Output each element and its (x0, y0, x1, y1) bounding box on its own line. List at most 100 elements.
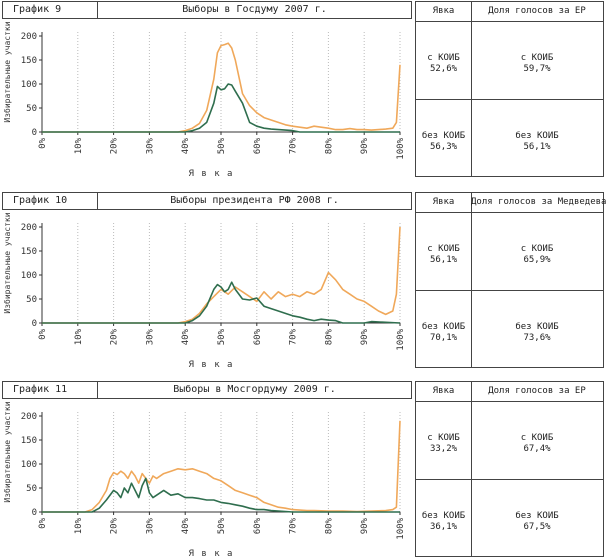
series-line-orange (42, 42, 401, 133)
x-tick-label: 10% (74, 517, 84, 534)
series-line-orange (42, 226, 401, 324)
x-tick-label: 80% (324, 328, 334, 345)
y-tick-label: 50 (26, 295, 37, 305)
cell-label: с КОИБ (427, 244, 460, 254)
x-tick-label: 20% (110, 517, 120, 534)
cell-value: 56,3% (429, 142, 458, 152)
table-divider (471, 401, 472, 556)
x-tick-label: 20% (110, 328, 120, 345)
x-tick-label: 90% (360, 517, 370, 534)
x-tick-label: 50% (217, 328, 227, 345)
x-tick-label: 40% (181, 328, 191, 345)
cell-label: с КОИБ (520, 244, 554, 254)
x-tick-label: 90% (360, 137, 370, 154)
stats-table: Явка Доля голосов за ЕР с КОИБ 52,6% с К… (415, 1, 604, 177)
turnout-header: Явка (416, 2, 472, 22)
cell-value: 70,1% (429, 333, 458, 343)
chart-header: График 10 Выборы президента РФ 2008 г. (2, 192, 412, 210)
y-tick-label: 200 (21, 412, 37, 422)
y-tick-label: 0 (32, 508, 37, 518)
turnout-cell: без КОИБ 56,3% (416, 131, 471, 153)
share-cell: без КОИБ 67,5% (471, 511, 603, 533)
x-tick-label: 50% (217, 517, 227, 534)
chart-number: График 10 (3, 193, 98, 209)
x-tick-label: 100% (396, 517, 406, 539)
line-chart: 0 50 100 150 200 0% 10% 20% 30% 40% 50% 60% 70% 80% 90… (2, 212, 406, 370)
y-axis-label: Избирательные участки (2, 21, 12, 122)
share-header: Доля голосов за Медведева (471, 193, 606, 213)
chart-number: График 11 (3, 382, 98, 398)
x-tick-label: 20% (110, 137, 120, 154)
x-tick-label: 30% (145, 137, 155, 154)
y-tick-label: 200 (21, 32, 37, 42)
chart-header: График 11 Выборы в Мосгордуму 2009 г. (2, 381, 412, 399)
x-tick-label: 80% (324, 137, 334, 154)
cell-value: 73,6% (523, 333, 551, 343)
cell-value: 33,2% (429, 444, 458, 454)
x-tick-label: 70% (289, 137, 299, 154)
cell-label: без КОИБ (421, 322, 466, 332)
x-tick-label: 60% (253, 328, 263, 345)
share-cell: с КОИБ 67,4% (471, 433, 603, 455)
x-tick-label: 100% (396, 137, 406, 159)
chart-panel-2: График 10 Выборы президента РФ 2008 г. 0… (0, 191, 606, 370)
cell-label: с КОИБ (520, 53, 554, 63)
series-line-green (42, 83, 400, 133)
share-header: Доля голосов за ЕР (471, 2, 603, 22)
cell-value: 67,5% (523, 522, 551, 532)
cell-value: 65,9% (523, 255, 551, 265)
y-tick-label: 100 (21, 80, 37, 90)
x-tick-label: 0% (38, 517, 48, 528)
x-tick-label: 30% (145, 517, 155, 534)
series-line-green (42, 281, 401, 324)
y-tick-label: 150 (21, 436, 37, 446)
stats-table: Явка Доля голосов за ЕР с КОИБ 33,2% с К… (415, 381, 604, 557)
share-header: Доля голосов за ЕР (471, 382, 603, 402)
cell-label: с КОИБ (427, 433, 460, 443)
x-tick-label: 80% (324, 517, 334, 534)
chart-title: Выборы в Госдуму 2007 г. (182, 4, 327, 15)
x-tick-label: 30% (145, 328, 155, 345)
cell-label: с КОИБ (520, 433, 554, 443)
x-tick-label: 70% (289, 517, 299, 534)
share-cell: с КОИБ 59,7% (471, 53, 603, 75)
series-line-orange (42, 420, 401, 513)
table-divider (416, 290, 603, 291)
cell-value: 52,6% (429, 64, 458, 74)
x-axis-label: Я в к а (189, 549, 234, 559)
y-tick-label: 150 (21, 56, 37, 66)
x-axis-label: Я в к а (189, 169, 234, 179)
y-tick-label: 50 (26, 484, 37, 494)
cell-label: без КОИБ (515, 511, 559, 521)
share-cell: без КОИБ 56,1% (471, 131, 603, 153)
x-tick-label: 40% (181, 517, 191, 534)
cell-value: 67,4% (523, 444, 551, 454)
cell-value: 56,1% (523, 142, 551, 152)
y-tick-label: 50 (26, 104, 37, 114)
chart-panel-1: График 9 Выборы в Госдуму 2007 г. 0 50 100… (0, 0, 606, 179)
cell-label: без КОИБ (515, 322, 559, 332)
x-axis-label: Я в к а (189, 360, 234, 370)
x-tick-label: 60% (253, 137, 263, 154)
cell-label: без КОИБ (421, 511, 466, 521)
table-divider (471, 21, 472, 176)
chart-header: График 9 Выборы в Госдуму 2007 г. (2, 1, 412, 19)
line-chart: 0 50 100 150 200 0% 10% 20% 30% 40% 50% 60% 70% 80% 90… (2, 401, 406, 559)
y-tick-label: 0 (32, 319, 37, 329)
cell-label: без КОИБ (421, 131, 466, 141)
turnout-cell: без КОИБ 70,1% (416, 322, 471, 344)
cell-value: 59,7% (523, 64, 551, 74)
table-divider (471, 212, 472, 367)
x-tick-label: 10% (74, 137, 84, 154)
x-tick-label: 70% (289, 328, 299, 345)
turnout-cell: без КОИБ 36,1% (416, 511, 471, 533)
x-tick-label: 10% (74, 328, 84, 345)
stats-table: Явка Доля голосов за Медведева с КОИБ 56… (415, 192, 606, 368)
x-tick-label: 90% (360, 328, 370, 345)
y-tick-label: 150 (21, 247, 37, 257)
y-axis-label: Избирательные участки (2, 212, 12, 313)
cell-value: 36,1% (429, 522, 458, 532)
line-chart: 0 50 100 150 200 0% 10% 20% 30% 40% 50% 60% 70% 80% 90… (2, 21, 406, 179)
turnout-header: Явка (416, 193, 472, 213)
table-divider (416, 99, 603, 100)
